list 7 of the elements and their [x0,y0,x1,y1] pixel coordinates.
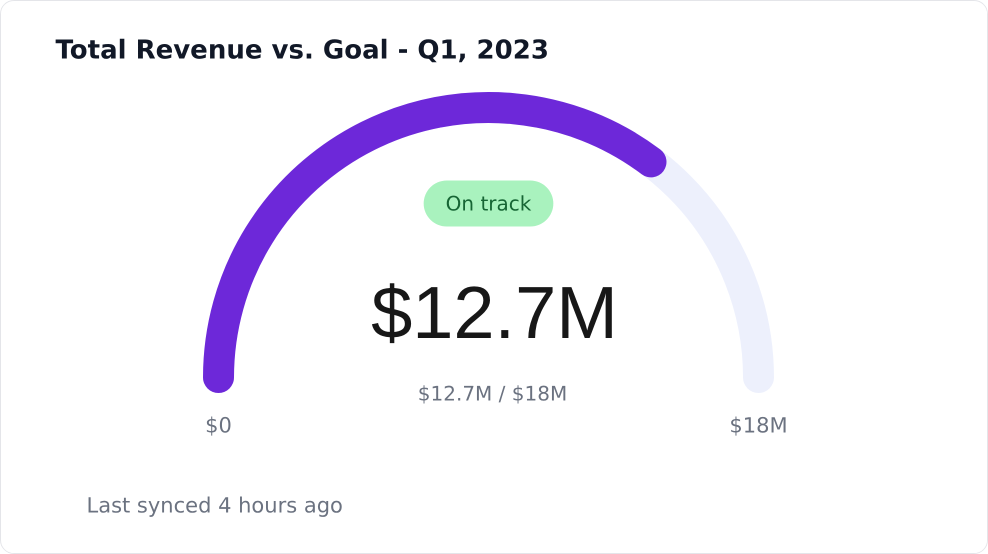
text: $0 [205,414,232,438]
data-label: $12.7M [371,271,618,354]
data-label: $18M [729,414,788,438]
text: On track [446,192,532,216]
text: Last synced 4 hours ago [86,494,343,518]
text: $12.7M / $18M [418,382,568,406]
text: Total Revenue vs. Goal - Q1, 2023 [56,36,549,66]
